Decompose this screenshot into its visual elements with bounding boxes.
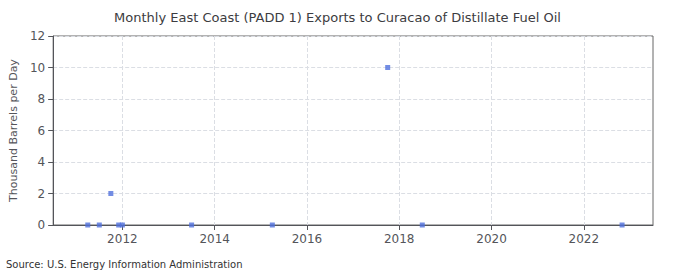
svg-text:2022: 2022 bbox=[569, 232, 600, 246]
svg-text:6: 6 bbox=[38, 124, 46, 138]
svg-text:2018: 2018 bbox=[384, 232, 415, 246]
svg-text:Monthly East Coast (PADD 1) Ex: Monthly East Coast (PADD 1) Exports to C… bbox=[114, 10, 561, 25]
svg-text:Source: U.S. Energy Informatio: Source: U.S. Energy Information Administ… bbox=[6, 259, 243, 270]
svg-text:2020: 2020 bbox=[476, 232, 507, 246]
svg-text:10: 10 bbox=[30, 61, 45, 75]
svg-text:2016: 2016 bbox=[292, 232, 323, 246]
svg-text:Thousand Barrels per Day: Thousand Barrels per Day bbox=[7, 59, 20, 203]
svg-text:2014: 2014 bbox=[199, 232, 230, 246]
svg-text:2: 2 bbox=[38, 187, 46, 201]
svg-text:0: 0 bbox=[38, 218, 46, 232]
svg-text:8: 8 bbox=[38, 92, 46, 106]
svg-text:12: 12 bbox=[30, 29, 45, 43]
svg-text:4: 4 bbox=[38, 155, 46, 169]
svg-text:2012: 2012 bbox=[107, 232, 138, 246]
